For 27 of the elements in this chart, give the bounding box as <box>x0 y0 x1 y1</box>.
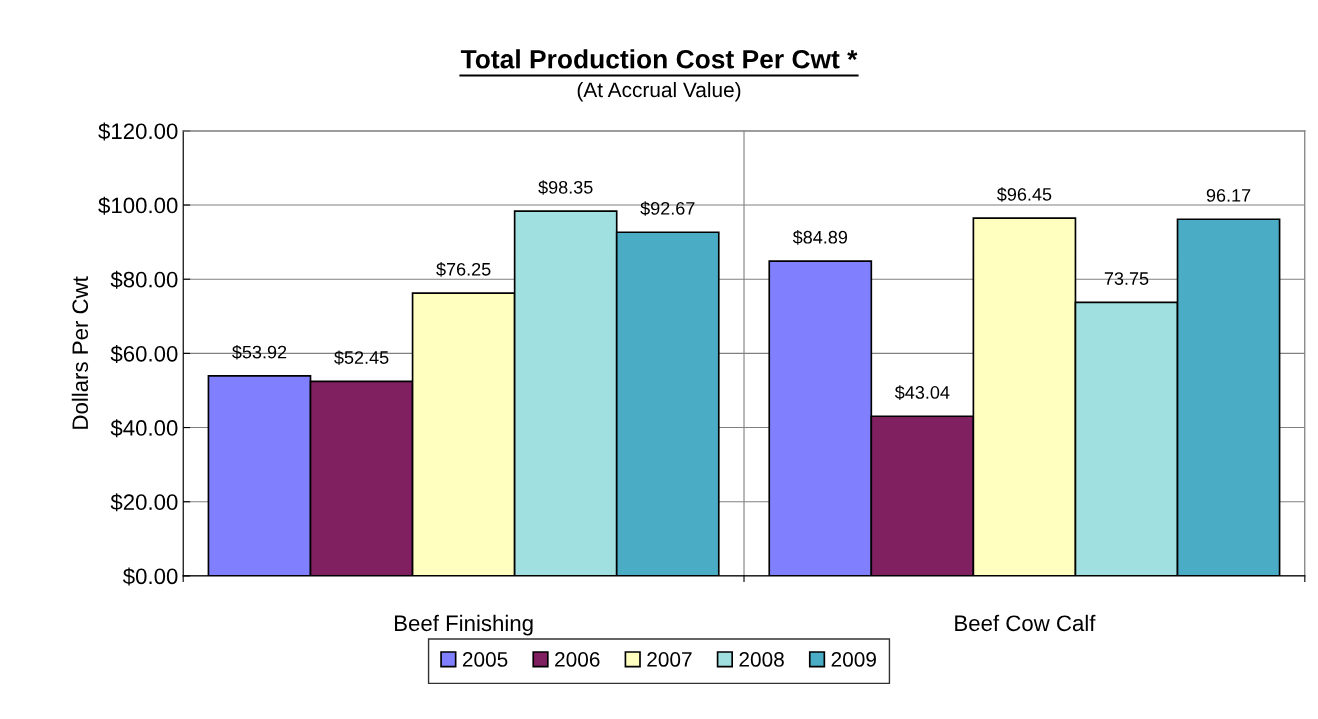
legend-label: 2009 <box>831 652 876 667</box>
data-label: $43.04 <box>894 385 950 400</box>
y-tick-label: $40.00 <box>110 419 178 438</box>
data-label: $96.45 <box>997 187 1052 202</box>
data-label: 96.17 <box>1206 189 1251 202</box>
x-tick-label: Beef Finishing <box>395 614 533 636</box>
x-tick-label: Beef Cow Calf <box>955 614 1096 632</box>
legend-label: 2007 <box>647 652 692 667</box>
y-tick-label: $0.00 <box>122 567 178 586</box>
y-axis-title: Dollars Per Cwt <box>71 276 89 429</box>
data-label: $76.25 <box>436 262 491 277</box>
legend-label: 2005 <box>462 652 508 667</box>
y-tick-label: $20.00 <box>110 493 178 512</box>
data-label: $84.89 <box>792 230 848 245</box>
data-label: $52.45 <box>334 350 389 366</box>
y-tick-label: $80.00 <box>110 270 178 289</box>
legend-label: 2008 <box>739 652 784 667</box>
data-label: $98.35 <box>538 180 593 195</box>
legend-label: 2006 <box>555 652 600 667</box>
y-tick-label: $120.00 <box>98 122 178 141</box>
data-label: 73.75 <box>1104 272 1149 285</box>
data-label: $92.67 <box>640 201 695 216</box>
y-tick-label: $100.00 <box>98 196 178 215</box>
chart-subtitle: (At Accrual Value) <box>577 81 741 102</box>
y-tick-label: $60.00 <box>110 344 178 363</box>
data-label: $53.92 <box>232 344 287 360</box>
chart-title: Total Production Cost Per Cwt * <box>460 49 858 69</box>
